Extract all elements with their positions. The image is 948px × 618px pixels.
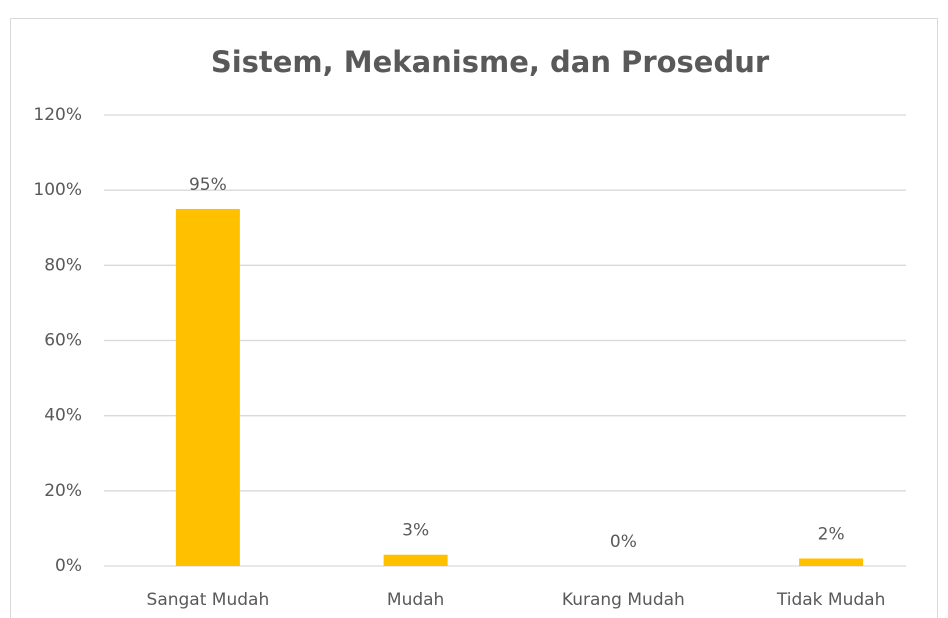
y-tick-label: 60%: [44, 331, 82, 351]
bar: [175, 208, 240, 567]
y-tick-label: 120%: [33, 105, 82, 125]
data-label: 0%: [610, 532, 637, 552]
x-tick-label: Tidak Mudah: [776, 590, 885, 610]
chart-title: Sistem, Mekanisme, dan Prosedur: [211, 45, 770, 79]
y-tick-label: 0%: [55, 556, 82, 576]
bar: [383, 554, 448, 566]
x-tick-label: Kurang Mudah: [562, 590, 685, 610]
y-tick-label: 100%: [33, 180, 82, 200]
y-tick-label: 20%: [44, 481, 82, 501]
x-tick-label: Mudah: [387, 590, 444, 610]
data-label: 3%: [402, 521, 429, 541]
y-tick-label: 80%: [44, 255, 82, 275]
x-tick-label: Sangat Mudah: [147, 590, 270, 610]
chart-border: [10, 18, 938, 618]
bar: [799, 558, 864, 566]
data-label: 2%: [818, 524, 845, 544]
y-tick-label: 40%: [44, 406, 82, 426]
data-label: 95%: [189, 175, 227, 195]
